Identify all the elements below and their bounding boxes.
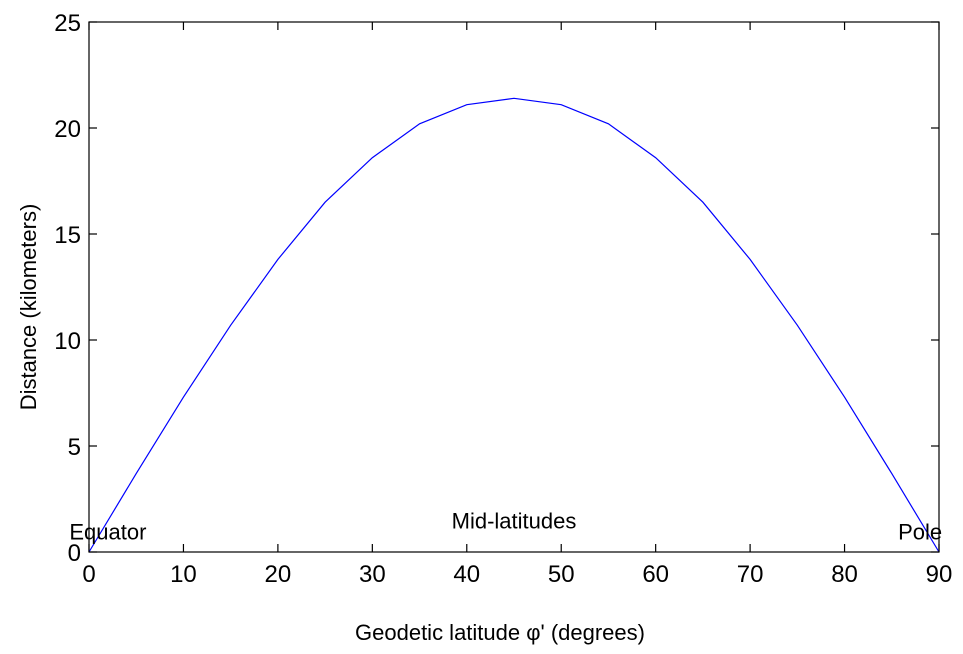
plot-area <box>89 22 939 552</box>
x-axis-title: Geodetic latitude φ' (degrees) <box>355 620 645 645</box>
y-tick-label: 5 <box>68 434 81 461</box>
x-tick-label: 70 <box>737 561 764 588</box>
y-tick-label: 15 <box>54 222 81 249</box>
y-axis-title: Distance (kilometers) <box>16 204 41 411</box>
x-tick-label: 50 <box>548 561 575 588</box>
x-tick-label: 10 <box>170 561 197 588</box>
annotations: Equator Mid-latitudes Pole <box>69 509 942 545</box>
plot-frame <box>88 21 940 553</box>
x-tick-label: 40 <box>453 561 480 588</box>
x-tick-label: 90 <box>926 561 953 588</box>
x-tick-label: 60 <box>642 561 669 588</box>
annotation-label: Pole <box>898 519 942 544</box>
x-tick-label: 80 <box>831 561 858 588</box>
y-axis-ticks: 0 5 10 15 20 25 <box>54 10 939 567</box>
distance-line <box>88 97 940 553</box>
x-tick-label: 0 <box>82 561 95 588</box>
y-tick-label: 20 <box>54 116 81 143</box>
annotation-label: Equator <box>69 519 146 544</box>
y-tick-label: 0 <box>68 540 81 567</box>
y-tick-label: 10 <box>54 328 81 355</box>
x-axis-ticks: 0 10 20 30 40 50 60 70 80 90 <box>82 22 952 588</box>
x-tick-label: 20 <box>265 561 292 588</box>
y-tick-label: 25 <box>54 10 81 37</box>
annotation-label: Mid-latitudes <box>452 509 577 534</box>
x-tick-label: 30 <box>359 561 386 588</box>
